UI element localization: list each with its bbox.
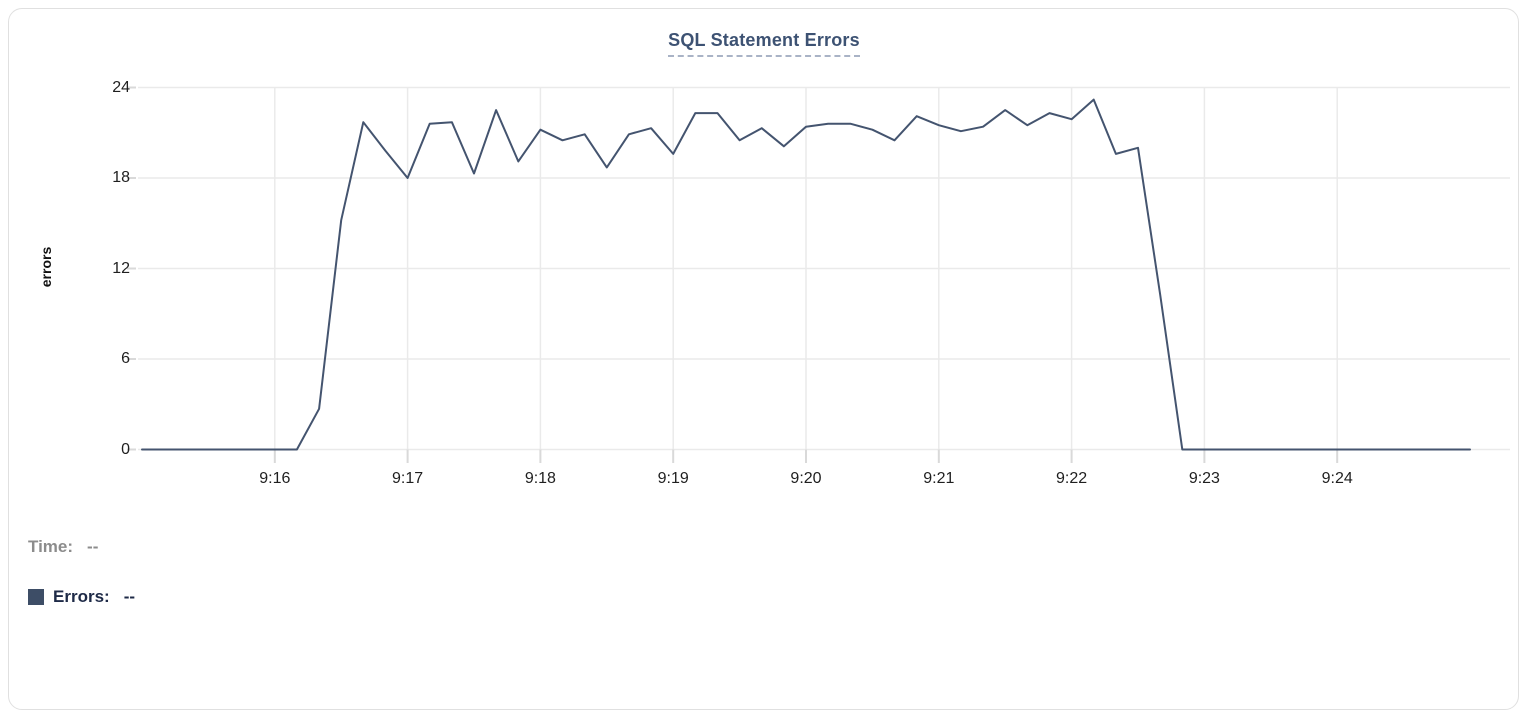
y-tick-label: 6 <box>121 350 130 367</box>
y-axis-label: errors <box>38 246 54 288</box>
legend-time-value: -- <box>87 537 99 556</box>
x-tick-label: 9:24 <box>1321 470 1353 487</box>
y-tick-label: 12 <box>112 259 130 277</box>
chart-title-wrap: SQL Statement Errors <box>0 30 1528 57</box>
x-tick-label: 9:20 <box>790 470 822 487</box>
legend-errors-value: -- <box>123 587 136 606</box>
x-tick-label: 9:16 <box>259 470 291 487</box>
chart-title[interactable]: SQL Statement Errors <box>668 30 860 57</box>
x-tick-label: 9:21 <box>923 470 955 487</box>
x-tick-label: 9:17 <box>392 470 424 487</box>
x-tick-label: 9:23 <box>1188 470 1220 487</box>
legend-errors-row: Errors: -- <box>28 587 135 607</box>
legend-errors-label: Errors: <box>53 587 110 606</box>
x-tick-label: 9:18 <box>524 470 556 487</box>
x-tick-label: 9:19 <box>657 470 689 487</box>
errors-series-swatch-icon <box>28 589 44 605</box>
legend-time-label: Time: <box>28 537 74 556</box>
x-tick-label: 9:22 <box>1056 470 1088 487</box>
y-tick-label: 0 <box>121 440 130 458</box>
line-chart-plot-area[interactable] <box>0 0 1528 652</box>
y-tick-label: 18 <box>112 169 130 186</box>
y-tick-label: 24 <box>112 78 130 96</box>
legend-time-row: Time: -- <box>28 537 98 557</box>
errors-series-line[interactable] <box>141 98 1471 451</box>
